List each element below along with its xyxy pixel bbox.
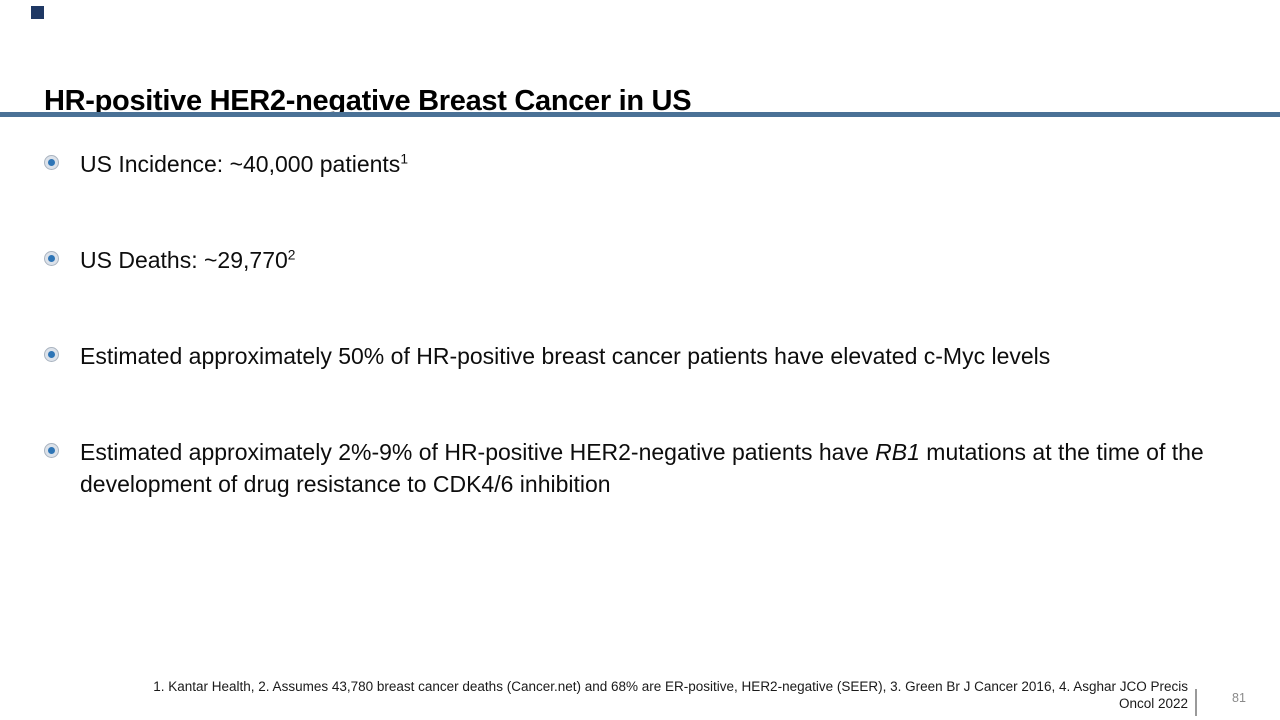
footnote-reference: 1 — [400, 151, 408, 167]
bullet-item-deaths: US Deaths: ~29,7702 — [44, 244, 1256, 276]
corner-logo-square — [31, 6, 44, 19]
radio-bullet-icon — [44, 155, 59, 170]
bullet-text-after: mutations at the time of the development… — [80, 439, 1204, 497]
footnote-citations: 1. Kantar Health, 2. Assumes 43,780 brea… — [58, 678, 1188, 712]
bullet-text-before: Estimated approximately 2%-9% of HR-posi… — [80, 439, 876, 465]
radio-bullet-icon — [44, 251, 59, 266]
footnote-line-1: 1. Kantar Health, 2. Assumes 43,780 brea… — [153, 679, 1188, 694]
bullet-text-main: US Incidence: ~40,000 patients — [80, 151, 401, 177]
radio-bullet-icon — [44, 347, 59, 362]
bullet-text-main: US Deaths: ~29,770 — [80, 247, 288, 273]
footer-divider-bar — [1195, 689, 1197, 716]
footnote-reference: 2 — [287, 247, 296, 263]
bullet-text: US Incidence: ~40,000 patients1 — [80, 148, 1256, 180]
bullet-item-cmyc: Estimated approximately 50% of HR-positi… — [44, 340, 1256, 372]
radio-bullet-icon — [44, 443, 59, 458]
bullet-item-rb1: Estimated approximately 2%-9% of HR-posi… — [44, 436, 1256, 500]
bullet-text-main: Estimated approximately 50% of HR-positi… — [80, 343, 1051, 369]
page-number: 81 — [1232, 691, 1246, 705]
footnote-line-2: Oncol 2022 — [1118, 696, 1188, 711]
bullet-item-incidence: US Incidence: ~40,000 patients1 — [44, 148, 1256, 180]
bullet-text: Estimated approximately 2%-9% of HR-posi… — [80, 436, 1256, 500]
title-divider-rule — [0, 112, 1280, 117]
bullet-text: US Deaths: ~29,7702 — [80, 244, 1256, 276]
bullet-text: Estimated approximately 50% of HR-positi… — [80, 340, 1256, 372]
gene-name-italic: RB1 — [875, 439, 920, 465]
